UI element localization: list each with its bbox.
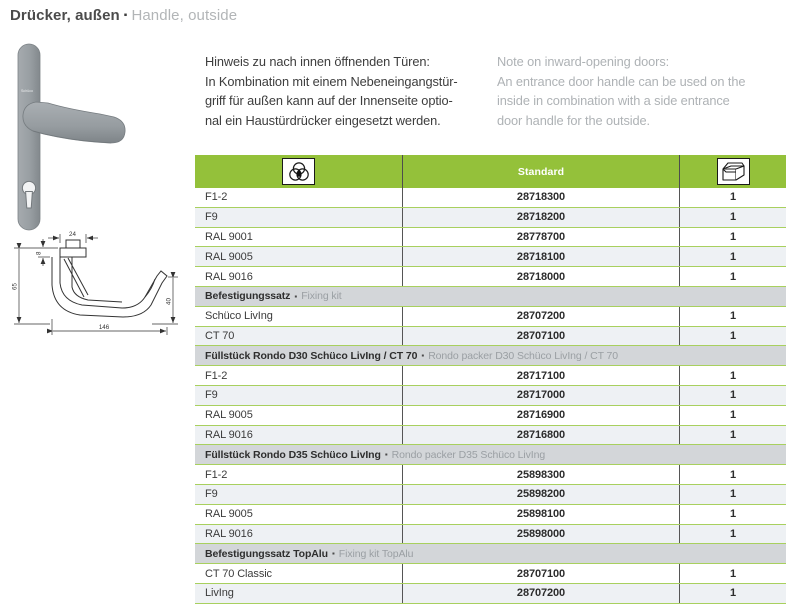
packaging-qty: 1 [729,488,737,501]
table-row: LivIng 28707200 1 [195,583,786,604]
finish-label: RAL 9016 [195,425,403,445]
article-number: 25898300 [403,465,680,484]
header-colour-column [195,155,403,188]
article-number: 25898100 [403,504,680,524]
packaging-qty: 1 [729,230,737,243]
article-number: 28707200 [403,583,680,603]
article-number: 28716900 [403,405,680,425]
packaging-qty: 1 [729,329,737,342]
finish-label: F1-2 [195,188,403,207]
table-row: RAL 9016 28716800 1 [195,425,786,446]
article-number: 28707100 [403,326,680,346]
packaging-qty: 1 [729,211,737,224]
system-label: Schüco LivIng [195,306,403,326]
article-number: 28717100 [403,366,680,385]
finish-label: F9 [195,207,403,227]
handle-dimension-drawing: 24 8 65 40 146 [12,231,178,335]
section-header-fixing-kit-topalu: Befestigungssatz TopAlu ▪ Fixing kit TopAl… [195,544,786,565]
packaging-qty: 1 [729,270,737,283]
system-label: LivIng [195,583,403,603]
table-row: RAL 9001 28778700 1 [195,227,786,248]
packaging-qty: 1 [729,508,737,521]
table-row: F9 28717000 1 [195,385,786,406]
article-number: 28707200 [403,306,680,326]
section-bullet: ▪ [384,450,388,460]
page-title: Drücker, außen ▪ Handle, outside [10,7,237,24]
table-row: CT 70 28707100 1 [195,326,786,347]
article-number: 28718100 [403,247,680,267]
article-table: Standard F1-2 28718300 1 F9 28718200 [195,155,786,604]
section-header-fixing-kit: Befestigungssatz ▪ Fixing kit [195,286,786,307]
page-title-german: Drücker, außen [10,7,120,24]
section-bullet: ▪ [331,549,335,559]
article-number: 25898200 [403,484,680,504]
table-row: F1-2 25898300 1 [195,465,786,485]
article-number: 25898000 [403,524,680,544]
keyhole-slot [25,191,33,209]
header-standard-column: Standard [403,155,680,188]
section-bullet: ▪ [421,351,425,361]
door-handle-photo: Schüco [17,43,126,231]
finish-label: RAL 9005 [195,247,403,267]
packaging-qty: 1 [729,567,737,580]
colour-variants-icon [282,158,315,185]
table-row: F1-2 28717100 1 [195,366,786,386]
article-number: 28716800 [403,425,680,445]
packaging-qty: 1 [729,389,737,402]
handle-backplate [17,43,41,231]
finish-label: RAL 9005 [195,405,403,425]
dim-length: 146 [99,324,110,331]
page-title-english: Handle, outside [131,7,238,24]
packaging-qty: 1 [729,191,737,204]
title-bullet: ▪ [123,10,128,21]
table-row: F1-2 28718300 1 [195,188,786,208]
packaging-qty: 1 [729,587,737,600]
packaging-qty: 1 [729,468,737,481]
article-number: 28718000 [403,267,680,286]
finish-label: F9 [195,484,403,504]
finish-label: RAL 9001 [195,227,403,247]
table-row: RAL 9005 28716900 1 [195,405,786,426]
table-header-row: Standard [195,155,786,188]
packaging-qty: 1 [729,250,737,263]
section-bullet: ▪ [294,291,298,301]
dim-stem-width: 24 [69,231,76,238]
finish-label: F1-2 [195,366,403,385]
finish-label: F9 [195,385,403,405]
table-row: F9 25898200 1 [195,484,786,505]
dim-plate-depth: 8 [36,251,43,255]
finish-label: F1-2 [195,465,403,484]
note-german: Hinweis zu nach innen öffnenden Türen: I… [205,54,458,128]
finish-label: RAL 9016 [195,524,403,544]
article-number: 28717000 [403,385,680,405]
packaging-qty: 1 [729,527,737,540]
table-row: RAL 9005 25898100 1 [195,504,786,525]
table-row: CT 70 Classic 28707100 1 [195,564,786,584]
table-row: RAL 9005 28718100 1 [195,247,786,268]
article-number: 28718300 [403,188,680,207]
header-packaging-column [680,155,786,188]
packaging-qty: 1 [729,428,737,441]
article-number: 28718200 [403,207,680,227]
packaging-qty: 1 [729,409,737,422]
finish-label: RAL 9005 [195,504,403,524]
packaging-qty: 1 [729,369,737,382]
article-number: 28778700 [403,227,680,247]
dim-height: 65 [12,283,19,290]
packaging-qty: 1 [729,310,737,323]
system-label: CT 70 [195,326,403,346]
table-row: F9 28718200 1 [195,207,786,228]
article-number: 28707100 [403,564,680,583]
section-header-rondo-d35: Füllstück Rondo D35 Schüco LivIng ▪ Rondo … [195,445,786,466]
dim-grip-height: 40 [166,298,173,305]
finish-label: RAL 9016 [195,267,403,286]
table-row: Schüco LivIng 28707200 1 [195,306,786,327]
system-label: CT 70 Classic [195,564,403,583]
section-header-rondo-d30: Füllstück Rondo D30 Schüco LivIng / CT 7… [195,346,786,367]
handle-brand-text: Schüco [21,89,33,93]
packaging-unit-icon [716,158,750,185]
table-row: RAL 9016 28718000 1 [195,267,786,287]
table-row: RAL 9016 25898000 1 [195,524,786,545]
note-english: Note on inward-opening doors: An entranc… [497,54,746,128]
